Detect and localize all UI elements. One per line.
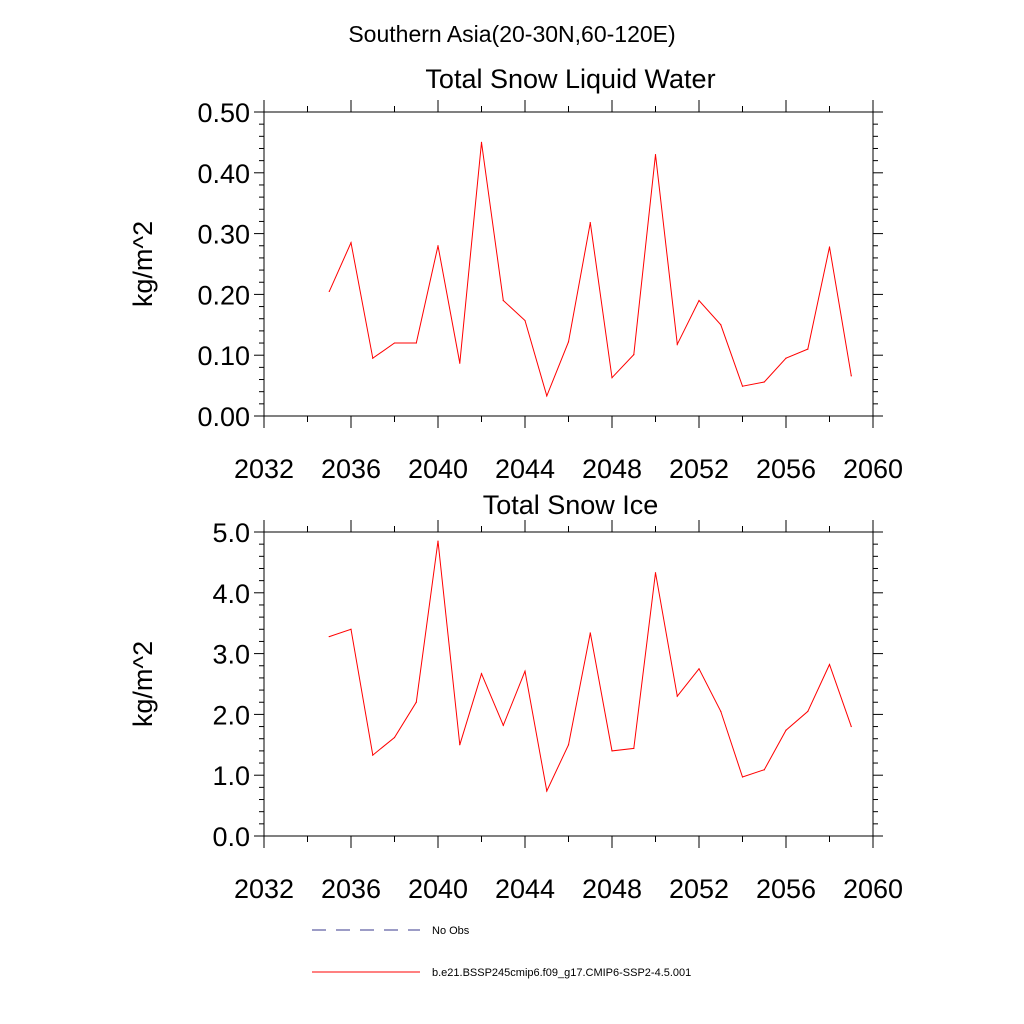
data-point — [654, 572, 657, 574]
data-point — [763, 769, 765, 771]
data-point — [720, 710, 722, 712]
data-point — [633, 747, 635, 750]
data-point — [807, 348, 809, 350]
y-tick-label: 5.0 — [212, 518, 250, 548]
data-point — [850, 725, 852, 728]
data-point — [372, 357, 374, 359]
x-tick-label: 2032 — [234, 874, 294, 904]
data-point — [807, 710, 809, 712]
data-point — [393, 736, 396, 739]
chart-panel-2: Total Snow Ice 0.0 1.0 2.0 3.0 4.0 5.0 2032 2036… — [128, 490, 903, 904]
chart-title: Total Snow Liquid Water — [425, 64, 715, 94]
y-axis-label: kg/m^2 — [128, 641, 158, 727]
data-point — [502, 724, 504, 726]
x-tick-label: 2040 — [408, 454, 468, 484]
x-tick-label: 2036 — [321, 874, 381, 904]
y-tick-label: 0.30 — [197, 220, 250, 250]
x-tick-label: 2044 — [495, 874, 555, 904]
data-point — [415, 342, 417, 344]
data-point — [589, 222, 591, 224]
chart-title: Total Snow Ice — [483, 490, 659, 520]
data-point — [546, 790, 548, 792]
y-tick-label: 0.0 — [212, 822, 250, 852]
data-point — [459, 744, 461, 746]
data-point — [720, 324, 722, 326]
data-point — [350, 628, 352, 630]
plot-frame — [263, 531, 874, 837]
y-axis-label: kg/m^2 — [128, 221, 158, 307]
x-tick-label: 2056 — [756, 454, 816, 484]
chart-panel-1: Total Snow Liquid Water 0.00 0.10 0.20 0.30 0… — [128, 64, 903, 484]
legend: No Obs b.e21.BSSP245cmip6.f09_g17.CMIP6-… — [312, 925, 691, 979]
data-point — [546, 395, 548, 397]
x-tick-label: 2052 — [669, 874, 729, 904]
x-tick-label: 2032 — [234, 454, 294, 484]
x-tick-label: 2060 — [843, 874, 903, 904]
data-point — [611, 750, 613, 752]
data-point — [611, 377, 613, 379]
y-tick-label: 0.00 — [197, 402, 250, 432]
data-point — [437, 245, 439, 247]
data-point — [567, 341, 570, 343]
data-point — [437, 540, 439, 542]
data-point — [654, 153, 657, 156]
data-point — [480, 141, 483, 143]
y-tick-label: 0.20 — [197, 280, 250, 310]
data-point — [415, 701, 417, 703]
y-tick-label: 0.50 — [197, 98, 250, 128]
data-point — [589, 632, 591, 634]
data-point — [567, 744, 570, 746]
data-point — [502, 299, 504, 302]
x-tick-label: 2052 — [669, 454, 729, 484]
y-tick-label: 4.0 — [212, 579, 250, 609]
data-point — [524, 670, 526, 672]
data-point — [524, 319, 526, 322]
data-point — [741, 776, 744, 778]
x-tick-label: 2056 — [756, 874, 816, 904]
data-point — [828, 663, 831, 666]
y-tick-label: 2.0 — [212, 700, 250, 730]
y-tick-label: 0.40 — [197, 159, 250, 189]
data-point — [350, 242, 352, 244]
y-tick-label: 0.10 — [197, 341, 250, 371]
data-point — [850, 375, 852, 377]
data-point — [698, 668, 700, 670]
x-tick-label: 2036 — [321, 454, 381, 484]
data-point — [480, 673, 483, 675]
data-point — [785, 357, 787, 359]
data-point — [633, 353, 635, 356]
data-point — [741, 385, 744, 387]
series-line — [328, 142, 852, 398]
legend-no-obs-label: No Obs — [432, 925, 470, 937]
figure-suptitle: Southern Asia(20-30N,60-120E) — [348, 21, 675, 47]
x-tick-label: 2040 — [408, 874, 468, 904]
x-tick-label: 2044 — [495, 454, 555, 484]
data-point — [676, 695, 678, 697]
x-tick-label: 2048 — [582, 454, 642, 484]
data-point — [328, 635, 330, 638]
data-point — [763, 381, 765, 383]
data-point — [372, 754, 374, 756]
data-point — [393, 342, 396, 344]
data-point — [698, 299, 700, 302]
data-point — [828, 246, 831, 248]
y-tick-label: 1.0 — [212, 761, 250, 791]
x-tick-label: 2048 — [582, 874, 642, 904]
data-point — [328, 290, 330, 292]
series-line — [329, 541, 852, 793]
x-tick-label: 2060 — [843, 454, 903, 484]
data-point — [459, 362, 461, 364]
legend-model-label: b.e21.BSSP245cmip6.f09_g17.CMIP6-SSP2-4.… — [432, 967, 691, 979]
data-point — [676, 343, 678, 345]
y-tick-label: 3.0 — [212, 640, 250, 670]
data-point — [785, 729, 787, 731]
